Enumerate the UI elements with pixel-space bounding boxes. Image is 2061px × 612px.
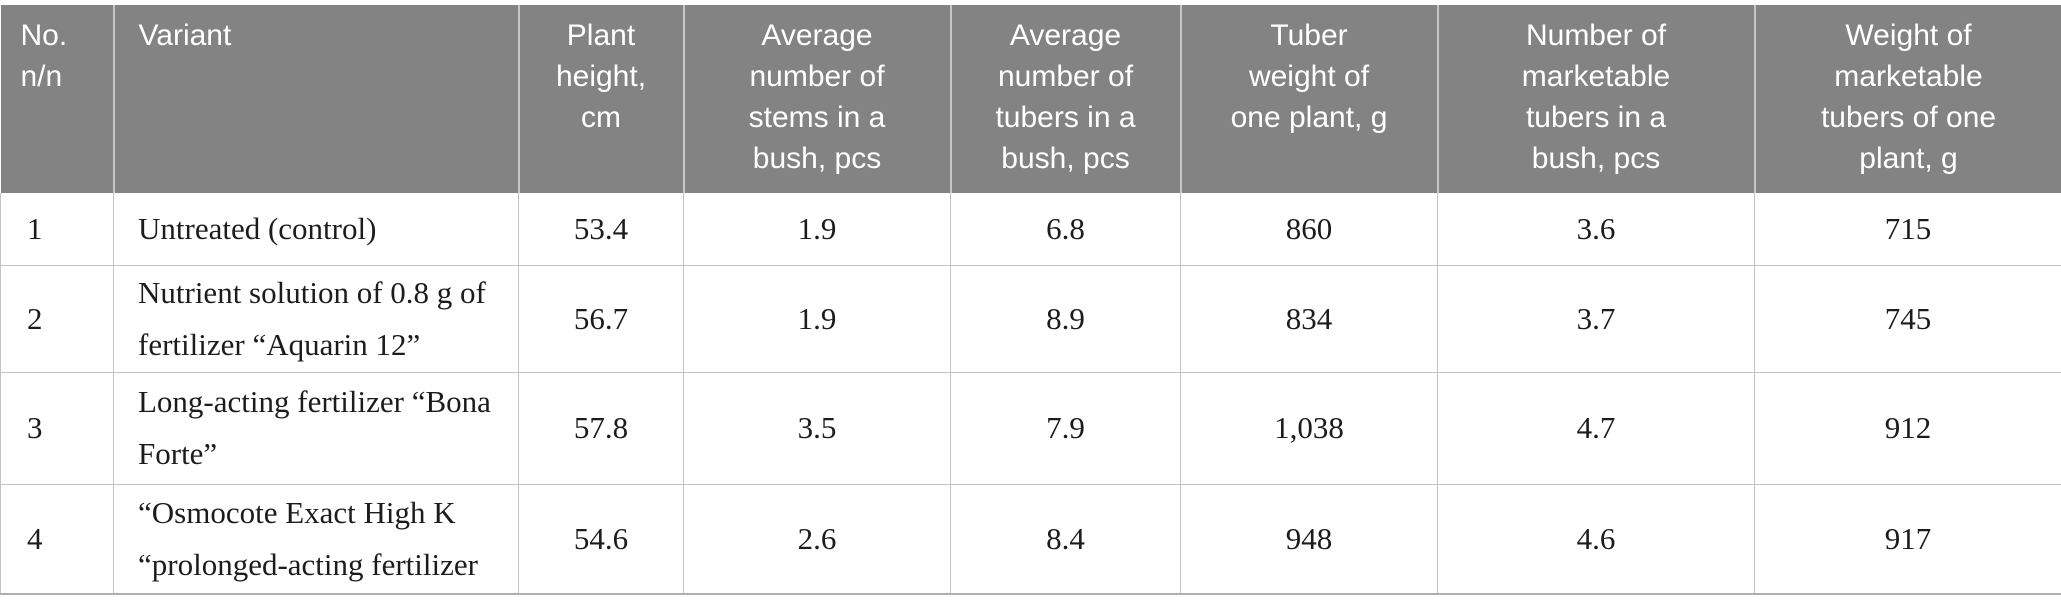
table-row: 4 “Osmocote Exact High K “prolonged-acti…: [0, 484, 2061, 595]
cell-avg-tubers: 8.9: [950, 265, 1181, 373]
cell-tuber-weight: 1,038: [1180, 372, 1438, 485]
table-header-row: No. n/n Variant Plant height, cm Average…: [0, 5, 2061, 193]
col-header-plant-height: Plant height, cm: [518, 5, 685, 193]
cell-marketable-tubers: 3.7: [1437, 265, 1755, 373]
cell-avg-tubers: 8.4: [950, 484, 1181, 595]
cell-avg-stems: 3.5: [683, 372, 951, 485]
cell-variant: Nutrient solution of 0.8 g of fertilizer…: [113, 265, 519, 373]
cell-variant: Long-acting fertilizer “Bona Forte”: [113, 372, 519, 485]
cell-avg-stems: 1.9: [683, 265, 951, 373]
cell-tuber-weight: 948: [1180, 484, 1438, 595]
col-header-no: No. n/n: [0, 5, 115, 193]
cell-marketable-weight: 715: [1754, 193, 2061, 266]
col-header-marketable-tubers: Number of marketable tubers in a bush, p…: [1437, 5, 1756, 193]
cell-variant: “Osmocote Exact High K “prolonged-acting…: [113, 484, 519, 595]
table-row: 3 Long-acting fertilizer “Bona Forte” 57…: [0, 372, 2061, 485]
cell-plant-height: 56.7: [518, 265, 684, 373]
cell-no: 1: [0, 193, 114, 266]
cell-tuber-weight: 860: [1180, 193, 1438, 266]
cell-avg-stems: 1.9: [683, 193, 951, 266]
cell-marketable-tubers: 3.6: [1437, 193, 1755, 266]
cell-marketable-tubers: 4.7: [1437, 372, 1755, 485]
cell-plant-height: 57.8: [518, 372, 684, 485]
cell-avg-stems: 2.6: [683, 484, 951, 595]
cell-variant: Untreated (control): [113, 193, 519, 266]
cell-no: 4: [0, 484, 114, 595]
results-table: No. n/n Variant Plant height, cm Average…: [0, 5, 2061, 595]
cell-marketable-weight: 912: [1754, 372, 2061, 485]
cell-no: 2: [0, 265, 114, 373]
col-header-avg-tubers: Average number of tubers in a bush, pcs: [950, 5, 1182, 193]
cell-avg-tubers: 6.8: [950, 193, 1181, 266]
col-header-marketable-weight: Weight of marketable tubers of one plant…: [1754, 5, 2061, 193]
cell-marketable-weight: 917: [1754, 484, 2061, 595]
cell-avg-tubers: 7.9: [950, 372, 1181, 485]
col-header-avg-stems: Average number of stems in a bush, pcs: [683, 5, 952, 193]
cell-marketable-weight: 745: [1754, 265, 2061, 373]
col-header-variant: Variant: [113, 5, 520, 193]
cell-plant-height: 54.6: [518, 484, 684, 595]
cell-marketable-tubers: 4.6: [1437, 484, 1755, 595]
cell-plant-height: 53.4: [518, 193, 684, 266]
table-row: 1 Untreated (control) 53.4 1.9 6.8 860 3…: [0, 193, 2061, 266]
col-header-tuber-weight: Tuber weight of one plant, g: [1180, 5, 1439, 193]
table-row: 2 Nutrient solution of 0.8 g of fertiliz…: [0, 265, 2061, 373]
cell-no: 3: [0, 372, 114, 485]
cell-tuber-weight: 834: [1180, 265, 1438, 373]
